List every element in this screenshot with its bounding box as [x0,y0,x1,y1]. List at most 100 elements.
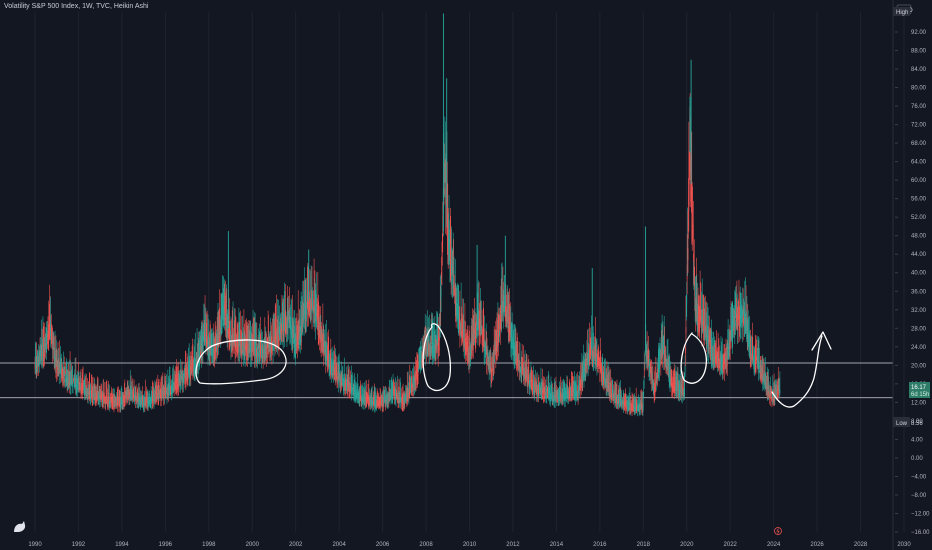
candle-body [704,323,706,331]
candle-body [249,341,251,349]
candle-body [612,389,614,396]
candle-body [502,305,503,311]
candle-body [505,309,507,321]
candle-body [111,401,113,404]
candle-body [751,356,752,360]
candle-body [416,369,417,377]
candle-body [737,316,739,323]
candle-body [432,342,434,353]
candle-body [618,398,620,402]
candle-body [509,324,510,335]
candle-body [604,376,606,383]
candle-body [213,354,215,360]
candle-body [339,371,340,379]
candle-body [318,320,320,328]
candle-body [551,396,553,399]
candle-body [108,397,110,403]
candle-body [376,400,378,404]
candle-body [590,345,592,351]
candle-body [673,381,675,386]
candle-body [281,322,283,335]
candle-body [418,368,419,371]
candle-body [194,357,195,367]
candle-body [317,325,319,331]
candle-body [310,308,312,318]
candle-body [317,309,318,316]
candle-body [270,343,271,350]
candle-body [548,389,549,395]
candle-body [347,384,349,392]
candle-body [208,347,210,354]
candle-body [142,399,144,404]
candle-body [596,358,597,363]
candle-body [774,396,775,402]
candle-body [632,403,634,407]
candle-body [356,392,358,397]
candle-body [264,349,266,355]
candle-body [158,394,160,400]
candle-body [200,345,201,356]
candle-body [532,387,533,391]
candle-body [553,394,555,398]
candle-body [622,403,624,409]
candle-body [708,339,710,345]
candle-body [534,383,536,387]
candle-body [370,399,372,402]
candle-body [190,366,192,370]
candle-body [114,401,116,404]
candle-body [746,318,748,331]
candle-body [232,335,233,347]
candle-body [415,377,417,383]
candle-body [292,331,294,343]
candle-body [262,355,264,359]
candle-body [394,388,396,395]
candle-body [431,346,433,355]
candle-body [398,398,399,402]
candle-body [437,343,439,354]
candle-body [710,340,711,349]
candle-body [40,350,41,357]
candle-body [112,403,114,407]
candle-body [489,361,490,371]
candle-body [353,387,354,395]
candle-body [414,377,416,385]
candle-body [174,383,175,388]
candle-body [712,358,714,361]
candle-body [55,353,57,362]
candle-body [65,378,67,383]
candle-body [496,343,498,352]
candle-body [162,393,164,397]
candle-body [263,344,264,354]
candle-body [500,312,502,322]
candle-body [40,346,42,356]
candle-body [116,399,117,406]
candle-body [113,400,115,406]
candle-body [526,371,528,378]
candle-body [643,381,645,386]
candle-body [93,393,94,397]
candle-body [289,315,291,329]
candle-body [155,397,157,401]
candle-body [503,307,505,316]
candle-body [426,336,428,348]
candle-body [183,372,185,377]
candle-body [84,387,86,393]
candle-body [697,316,699,327]
candle-body [566,393,567,396]
candle-body [608,382,609,389]
candle-body [561,395,562,399]
candle-body [584,363,585,371]
candle-body [508,326,510,330]
candle-body [550,393,552,397]
candle-body [742,321,744,331]
candle-body [640,404,642,408]
candle-body [378,399,380,405]
candle-body [548,389,550,396]
candle-body [199,347,201,351]
candle-body [464,342,466,349]
candle-body [484,342,485,351]
candle-body [96,395,97,401]
candle-body [383,399,385,402]
candle-body [721,363,723,370]
